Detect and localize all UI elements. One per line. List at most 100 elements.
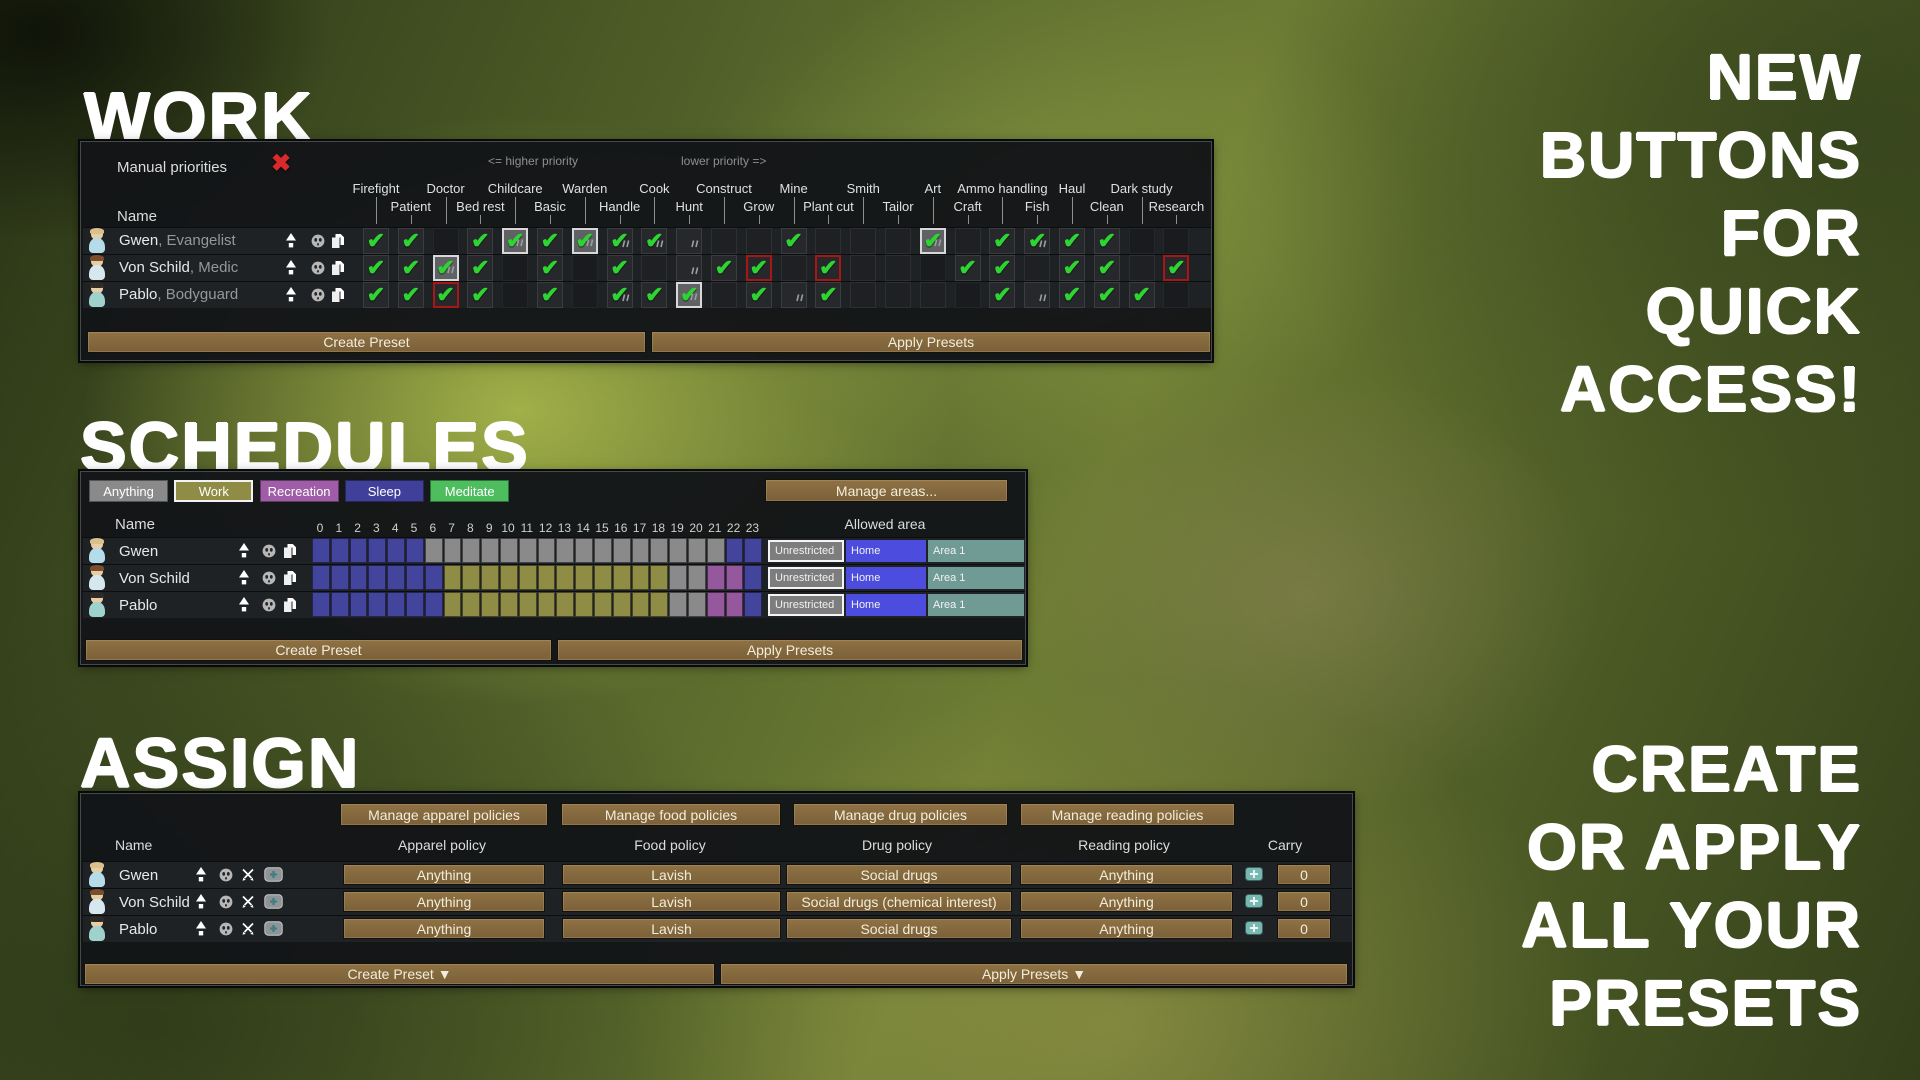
work-priority-cell[interactable]: ✔ bbox=[989, 282, 1016, 308]
assign-apply-presets-button[interactable]: Apply Presets ▼ bbox=[720, 963, 1348, 985]
weapons-icon[interactable] bbox=[241, 868, 255, 882]
work-priority-cell[interactable]: ✔ bbox=[502, 228, 529, 254]
schedule-hour-cell[interactable] bbox=[424, 538, 443, 563]
work-column-label[interactable]: Basic bbox=[534, 199, 566, 214]
apparel-policy-button[interactable]: Anything bbox=[343, 918, 545, 939]
food-policy-button[interactable]: Lavish bbox=[562, 891, 781, 912]
schedule-hour-cell[interactable] bbox=[312, 538, 330, 563]
copy-icon[interactable] bbox=[331, 260, 345, 276]
work-priority-cell[interactable]: ✔ bbox=[606, 282, 633, 308]
area-button-home[interactable]: Home bbox=[846, 540, 926, 562]
schedule-hour-cell[interactable] bbox=[725, 592, 744, 617]
schedule-hour-cell[interactable] bbox=[631, 592, 650, 617]
copy-icon[interactable] bbox=[283, 570, 297, 586]
sort-arrow-icon[interactable] bbox=[238, 596, 250, 613]
schedule-hour-cell[interactable] bbox=[443, 538, 462, 563]
copy-icon[interactable] bbox=[283, 597, 297, 613]
medical-kit-button[interactable] bbox=[264, 894, 283, 909]
work-column-label[interactable]: Doctor bbox=[426, 181, 465, 196]
schedule-hour-cell[interactable] bbox=[424, 565, 443, 590]
area-button-home[interactable]: Home bbox=[846, 594, 926, 616]
work-priority-cell[interactable] bbox=[502, 255, 529, 281]
manage-drug-policies-button[interactable]: Manage drug policies bbox=[793, 803, 1008, 826]
schedule-hour-cell[interactable] bbox=[669, 592, 687, 617]
work-priority-cell[interactable]: ✔ bbox=[363, 255, 389, 281]
work-priority-cell[interactable]: ✔ bbox=[467, 255, 494, 281]
schedule-hour-cell[interactable] bbox=[443, 592, 462, 617]
schedule-hour-cell[interactable] bbox=[406, 538, 424, 563]
apparel-policy-button[interactable]: Anything bbox=[343, 891, 545, 912]
mask-icon[interactable] bbox=[262, 571, 276, 585]
schedule-hour-cell[interactable] bbox=[481, 565, 499, 590]
area-button-unrestricted[interactable]: Unrestricted bbox=[768, 567, 844, 589]
schedule-hour-cell[interactable] bbox=[631, 565, 650, 590]
work-priority-cell[interactable]: ✔ bbox=[1093, 228, 1120, 254]
schedule-hour-cell[interactable] bbox=[744, 565, 763, 590]
schedule-type-button-anything[interactable]: Anything bbox=[89, 480, 168, 502]
sort-arrow-icon[interactable] bbox=[238, 542, 250, 559]
work-priority-cell[interactable]: ✔ bbox=[1093, 255, 1120, 281]
sort-arrow-icon[interactable] bbox=[195, 866, 207, 883]
work-column-label[interactable]: Dark study bbox=[1110, 181, 1173, 196]
work-priority-cell[interactable] bbox=[711, 282, 737, 308]
work-priority-cell[interactable] bbox=[1163, 282, 1190, 308]
work-priority-cell[interactable] bbox=[815, 228, 842, 254]
medical-kit-button[interactable] bbox=[264, 867, 283, 882]
reading-policy-button[interactable]: Anything bbox=[1020, 864, 1233, 885]
work-priority-cell[interactable]: ✔ bbox=[1093, 282, 1120, 308]
schedule-type-button-work[interactable]: Work bbox=[174, 480, 254, 502]
work-create-preset-button[interactable]: Create Preset bbox=[87, 331, 646, 353]
work-priority-cell[interactable]: ✔ bbox=[537, 228, 563, 254]
work-priority-cell[interactable] bbox=[711, 228, 737, 254]
schedule-hour-cell[interactable] bbox=[518, 592, 537, 617]
schedule-hour-cell[interactable] bbox=[537, 592, 556, 617]
schedule-hour-cell[interactable] bbox=[387, 538, 405, 563]
sort-arrow-icon[interactable] bbox=[238, 569, 250, 586]
schedule-hour-cell[interactable] bbox=[368, 538, 387, 563]
schedule-hour-cell[interactable] bbox=[406, 592, 424, 617]
work-priority-cell[interactable]: ✔ bbox=[954, 255, 981, 281]
schedule-hour-cell[interactable] bbox=[575, 592, 593, 617]
work-priority-cell[interactable]: ✔ bbox=[815, 255, 842, 281]
schedule-hour-cell[interactable] bbox=[631, 538, 650, 563]
work-priority-cell[interactable] bbox=[885, 228, 911, 254]
work-priority-cell[interactable]: ✔ bbox=[1128, 282, 1155, 308]
schedule-hour-cell[interactable] bbox=[500, 565, 518, 590]
schedule-hour-cell[interactable] bbox=[462, 565, 481, 590]
work-priority-cell[interactable] bbox=[1163, 228, 1190, 254]
work-priority-cell[interactable] bbox=[745, 228, 772, 254]
work-column-label[interactable]: Firefight bbox=[352, 181, 400, 196]
food-policy-button[interactable]: Lavish bbox=[562, 918, 781, 939]
work-column-label[interactable]: Bed rest bbox=[456, 199, 505, 214]
work-priority-cell[interactable]: ✔ bbox=[1024, 228, 1051, 254]
work-priority-cell[interactable]: ✔ bbox=[363, 282, 389, 308]
work-priority-cell[interactable] bbox=[780, 255, 807, 281]
schedule-hour-cell[interactable] bbox=[612, 538, 631, 563]
work-column-label[interactable]: Fish bbox=[1024, 199, 1050, 214]
manage-food-policies-button[interactable]: Manage food policies bbox=[561, 803, 781, 826]
mask-icon[interactable] bbox=[311, 261, 325, 275]
schedule-hour-cell[interactable] bbox=[312, 592, 330, 617]
area-button-area-1[interactable]: Area 1 bbox=[928, 594, 1024, 616]
work-priority-cell[interactable]: ✔ bbox=[467, 228, 494, 254]
copy-icon[interactable] bbox=[331, 233, 345, 249]
work-column-label[interactable]: Mine bbox=[779, 181, 808, 196]
work-column-label[interactable]: Art bbox=[924, 181, 942, 196]
work-priority-cell[interactable]: ✔ bbox=[676, 282, 703, 308]
reading-policy-button[interactable]: Anything bbox=[1020, 918, 1233, 939]
schedule-hour-cell[interactable] bbox=[688, 592, 706, 617]
work-priority-cell[interactable] bbox=[850, 282, 877, 308]
schedule-hour-cell[interactable] bbox=[744, 592, 763, 617]
schedule-hour-cell[interactable] bbox=[349, 565, 368, 590]
medicine-plus-button[interactable] bbox=[1245, 894, 1263, 908]
schedule-hour-cell[interactable] bbox=[330, 565, 349, 590]
schedule-hour-cell[interactable] bbox=[575, 565, 593, 590]
work-priority-cell[interactable]: ✔ bbox=[397, 255, 424, 281]
carry-count-button[interactable]: 0 bbox=[1277, 918, 1331, 939]
assign-create-preset-button[interactable]: Create Preset ▼ bbox=[84, 963, 715, 985]
medicine-plus-button[interactable] bbox=[1245, 921, 1263, 935]
schedule-hour-cell[interactable] bbox=[612, 565, 631, 590]
schedule-hour-cell[interactable] bbox=[594, 538, 612, 563]
sort-arrow-icon[interactable] bbox=[285, 259, 297, 276]
sort-arrow-icon[interactable] bbox=[195, 920, 207, 937]
